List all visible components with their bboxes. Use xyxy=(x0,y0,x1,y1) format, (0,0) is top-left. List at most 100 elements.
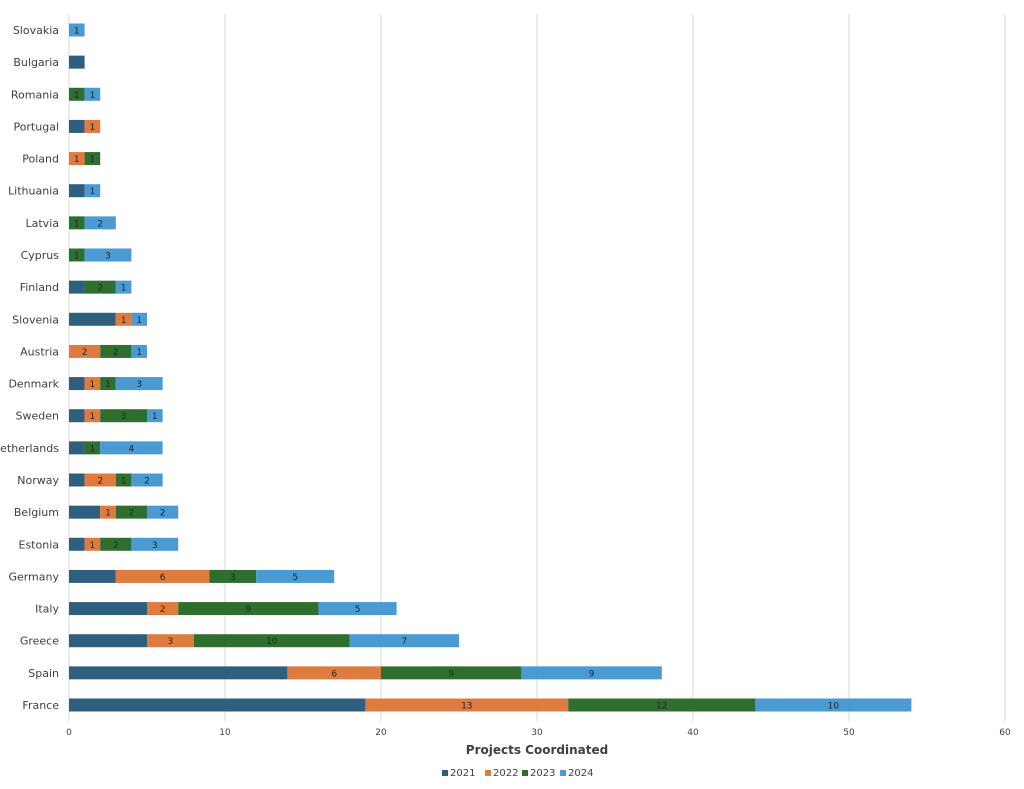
data-label: 2 xyxy=(113,348,119,358)
category-label: Lithuania xyxy=(8,185,59,198)
bar-segment xyxy=(365,698,569,712)
legend-swatch xyxy=(560,770,566,776)
category-label: Latvia xyxy=(26,217,60,230)
category-label: Portugal xyxy=(13,120,59,133)
data-label: 1 xyxy=(90,444,96,454)
category-label: Denmark xyxy=(8,378,59,391)
x-axis-tick-labels: 0 10 20 30 40 50 60 xyxy=(66,728,1011,738)
data-label: 1 xyxy=(90,187,96,197)
bar-segment xyxy=(69,216,85,230)
category-label: Estonia xyxy=(19,538,60,551)
x-tick-label: 50 xyxy=(843,728,855,738)
bar-segment xyxy=(131,537,179,551)
bar-segment xyxy=(100,377,116,391)
legend-swatch xyxy=(485,770,491,776)
legend-label: 2024 xyxy=(568,768,593,779)
bar-segment xyxy=(69,312,116,326)
data-label: 1 xyxy=(90,380,96,390)
bar-segment xyxy=(100,344,132,358)
bar-segment xyxy=(69,505,101,519)
bar-segment xyxy=(84,248,132,262)
data-label: 1 xyxy=(121,284,127,294)
category-label: Austria xyxy=(20,345,59,358)
data-label: 9 xyxy=(589,669,595,679)
bar-segment xyxy=(100,409,147,423)
data-label: 6 xyxy=(331,669,337,679)
bar-segment xyxy=(147,634,194,648)
legend: 2021 2022 2023 2024 xyxy=(442,768,593,779)
bar-segment xyxy=(100,505,116,519)
category-label: Slovenia xyxy=(12,313,59,326)
bar-segment xyxy=(84,87,101,101)
data-label: 3 xyxy=(121,412,127,422)
data-label: 9 xyxy=(246,605,252,615)
bar-segment xyxy=(100,441,163,455)
data-label: 5 xyxy=(355,605,361,615)
legend-swatch xyxy=(442,770,448,776)
data-label: 1 xyxy=(136,316,142,326)
bar-segment xyxy=(69,344,101,358)
data-label: 2 xyxy=(97,284,103,294)
data-label: 1 xyxy=(105,509,111,519)
category-label: France xyxy=(22,699,59,712)
data-label: 5 xyxy=(292,573,298,583)
legend-label: 2022 xyxy=(493,768,518,779)
bar-segment xyxy=(84,409,101,423)
data-label: 2 xyxy=(97,477,103,487)
data-label: 3 xyxy=(168,637,174,647)
bars: 11 111 111 21 32 11 12 2 11 1 31 3 11 42 1 21 2 21 2 36 3 52 9… xyxy=(69,23,912,712)
category-label: Spain xyxy=(28,667,59,680)
data-label: 2 xyxy=(160,509,166,519)
data-label: 9 xyxy=(448,669,454,679)
bar-segment xyxy=(69,377,85,391)
category-label: Belgium xyxy=(14,506,59,519)
x-tick-label: 0 xyxy=(66,728,72,738)
category-label: Finland xyxy=(20,281,59,294)
bar-segment xyxy=(287,666,381,680)
data-label: 1 xyxy=(90,541,96,551)
data-label: 2 xyxy=(160,605,166,615)
category-label: Netherlands xyxy=(0,442,59,455)
data-label: 1 xyxy=(74,27,80,37)
category-label: Bulgaria xyxy=(13,56,59,69)
bar-segment xyxy=(349,634,459,648)
bar-segment xyxy=(69,537,85,551)
data-label: 1 xyxy=(74,155,80,165)
bar-segment xyxy=(69,602,147,616)
data-label: 2 xyxy=(129,509,135,519)
bar-segment xyxy=(84,280,116,294)
bar-segment xyxy=(69,184,85,198)
data-label: 10 xyxy=(266,637,278,647)
bar-segment xyxy=(568,698,756,712)
bar-segment xyxy=(69,248,85,262)
bar-segment xyxy=(115,473,132,487)
bar-segment xyxy=(147,505,179,519)
category-label: Italy xyxy=(35,603,59,616)
data-label: 3 xyxy=(105,252,111,262)
data-label: 2 xyxy=(144,477,150,487)
category-label: Norway xyxy=(17,474,59,487)
bar-segment xyxy=(69,152,85,166)
x-axis-title: Projects Coordinated xyxy=(466,743,608,757)
gridlines xyxy=(68,14,1006,721)
bar-segment xyxy=(521,666,662,680)
legend-swatch xyxy=(522,770,528,776)
bar-segment xyxy=(69,441,85,455)
bar-segment xyxy=(256,569,335,583)
x-tick-label: 30 xyxy=(531,728,543,738)
data-label: 1 xyxy=(90,412,96,422)
bar-segment xyxy=(69,119,85,133)
bar-segment xyxy=(209,569,257,583)
data-label: 1 xyxy=(105,380,111,390)
legend-label: 2023 xyxy=(530,768,555,779)
category-label: Greece xyxy=(20,635,59,648)
bar-segment xyxy=(69,473,85,487)
x-tick-label: 20 xyxy=(375,728,387,738)
category-label: Poland xyxy=(22,153,59,166)
bar-segment xyxy=(69,409,85,423)
bar-segment xyxy=(115,505,147,519)
data-label: 6 xyxy=(160,573,166,583)
bar-segment xyxy=(69,666,288,680)
bar-segment xyxy=(193,634,350,648)
